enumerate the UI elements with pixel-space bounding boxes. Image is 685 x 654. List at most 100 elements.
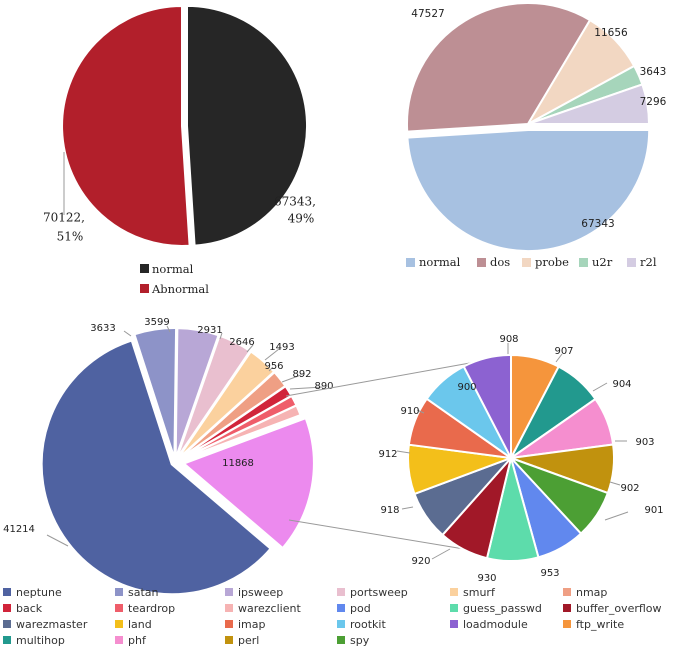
legend-swatch-perl (225, 636, 233, 644)
pie4-leader-land (401, 506, 414, 510)
legend-label-ipsweep: ipsweep (238, 586, 283, 599)
pie4-data-label-loadmodule: 900 (457, 382, 476, 393)
legend-label-warezclient: warezclient (238, 602, 301, 615)
pie2-legend-swatch-probe (522, 258, 531, 267)
pie4-leader-multihop (555, 353, 563, 363)
pie4-data-label-multihop: 907 (554, 346, 573, 357)
connector-line-bottom (288, 519, 477, 552)
pie4-leader-warezmaster (431, 548, 451, 560)
pie3-data-label-back: 956 (264, 361, 283, 372)
pie4-data-label-imap: 912 (378, 449, 397, 460)
legend-label-smurf: smurf (463, 586, 496, 599)
legends: normal Abnormal normal dos probe u2r r2l neptun… (3, 255, 662, 647)
pie4-data-label-rootkit: 910 (400, 406, 419, 417)
legend-label-satan: satan (128, 586, 159, 599)
legend-label-warezmaster: warezmaster (16, 618, 88, 631)
legend-label-rootkit: rootkit (350, 618, 386, 631)
pie3-leader-back (268, 366, 274, 372)
legend-swatch-portsweep (337, 588, 345, 596)
pie2-slice-r2l (527, 83, 651, 125)
pie3-leader-satan (123, 330, 132, 337)
pie3-slice-ipsweep (174, 327, 220, 459)
legend-swatch-satan (115, 588, 123, 596)
pie2-data-label-dos: 47527 (411, 8, 444, 20)
legend-swatch-nmap (563, 588, 571, 596)
pie1-legend-swatch-normal (140, 264, 149, 273)
legend-label-buffer-overflow: buffer_overflow (576, 602, 662, 615)
legend-label-nmap: nmap (576, 586, 607, 599)
legend-label-multihop: multihop (16, 634, 65, 647)
connector-line-top (285, 360, 482, 397)
pie3-data-label-satan: 3633 (90, 323, 115, 334)
pie1-data-label-abnormal: 70122, (43, 211, 85, 225)
pie3-leader-neptune (46, 534, 69, 547)
pie3-data-label-neptune: 41214 (3, 524, 35, 535)
pie1-legend-label-abnormal: Abnormal (151, 282, 209, 296)
legend-label-pod: pod (350, 602, 371, 615)
pie4-data-label-phf: 904 (612, 379, 631, 390)
pie2-data-label-r2l: 7296 (640, 96, 667, 108)
legend-label-ftp-write: ftp_write (576, 618, 624, 631)
legend-label-land: land (128, 618, 152, 631)
legend-swatch-warezmaster (3, 620, 11, 628)
pie2-legend-swatch-dos (477, 258, 486, 267)
pie4-data-label-buffer-overflow: 930 (477, 573, 496, 584)
pie3-leader-smurf (246, 344, 254, 353)
pie4-leader-rootkit (416, 409, 425, 414)
legend-swatch-land (115, 620, 123, 628)
pie2-legend-label-r2l: r2l (640, 255, 657, 269)
pie3-data-label-ipsweep: 3599 (144, 317, 169, 328)
pie4-data-label-perl: 903 (635, 437, 654, 448)
legend-swatch-loadmodule (450, 620, 458, 628)
legend-label-teardrop: teardrop (128, 602, 175, 615)
legend-swatch-guess-passwd (450, 604, 458, 612)
pie4-leader-pod (604, 511, 629, 521)
legend-label-imap: imap (238, 618, 266, 631)
legend-label-neptune: neptune (16, 586, 62, 599)
pie2-legend-swatch-normal (406, 258, 415, 267)
pie3-leader-portsweep (219, 332, 223, 340)
pie4-leader-phf (592, 382, 608, 392)
legend-swatch-teardrop (115, 604, 123, 612)
pie-chart-normal-vs-abnormal: 67343, 49% 70122, 51% (43, 4, 316, 247)
pie4-data-label-land: 918 (380, 505, 399, 516)
pie3-leader-nmap (264, 348, 280, 361)
pie1-data-label-normal: 67343, (274, 195, 316, 209)
pie4-data-label-ftp-write: 908 (499, 334, 518, 345)
pie3-leader-ipsweep (166, 325, 171, 333)
legend-label-loadmodule: loadmodule (463, 618, 528, 631)
pie2-data-label-u2r: 3643 (640, 66, 667, 78)
pie4-leader-spy (609, 481, 621, 486)
pie2-legend-swatch-u2r (579, 258, 588, 267)
pie1-slice-normal (185, 4, 309, 247)
pie2-legend-label-dos: dos (490, 255, 510, 269)
pie3-data-label-portsweep: 2931 (197, 325, 222, 336)
pie-chart-attack-categories: 67343 47527 11656 3643 7296 (406, 2, 667, 253)
pie1-legend-label-normal: normal (152, 262, 194, 276)
legend-swatch-neptune (3, 588, 11, 596)
pie3-slice-portsweep (175, 334, 252, 459)
pie2-legend-label-u2r: u2r (592, 255, 613, 269)
legend-swatch-ipsweep (225, 588, 233, 596)
pie2-data-label-normal: 67343 (581, 218, 614, 230)
pie3-slice-others (181, 416, 315, 550)
pie3-data-label-smurf: 2646 (229, 337, 254, 348)
pie4-slice-loadmodule (462, 353, 512, 459)
legend-label-guess-passwd: guess_passwd (463, 602, 542, 615)
legend-swatch-back (3, 604, 11, 612)
pie1-slice-abnormal (61, 4, 191, 247)
pie3-slice-satan (133, 327, 178, 459)
legend-swatch-buffer-overflow (563, 604, 571, 612)
pie-chart-others-breakdown: 908 907 904 903 902 901 953 930 920 918 912 910 900 (378, 334, 663, 584)
legend-label-spy: spy (350, 634, 370, 647)
legend-swatch-phf (115, 636, 123, 644)
pie4-data-label-spy: 902 (620, 483, 639, 494)
legend-label-portsweep: portsweep (350, 586, 408, 599)
pie3-leader-warezclient (289, 386, 324, 390)
pie2-legend-label-probe: probe (535, 255, 569, 269)
legend-swatch-imap (225, 620, 233, 628)
pie2-slice-dos (406, 2, 592, 133)
pie4-leader-imap (396, 450, 411, 454)
pie1-pct-label-normal: 49% (288, 212, 315, 226)
